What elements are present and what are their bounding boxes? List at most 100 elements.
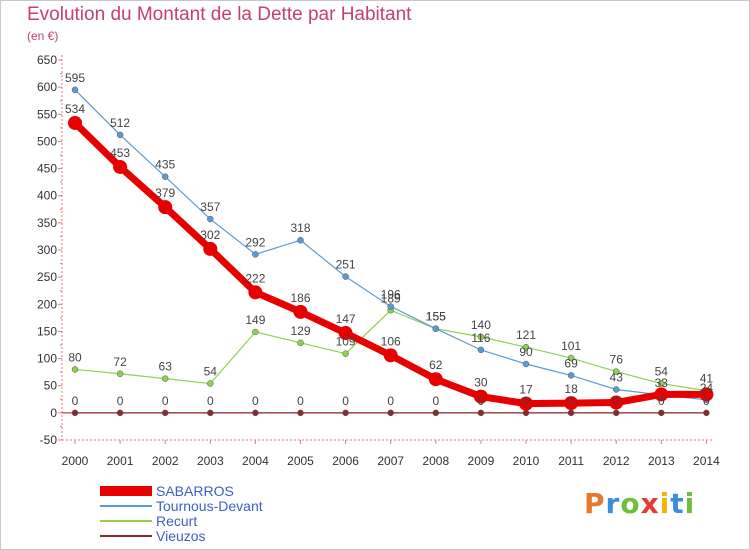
data-point: [342, 350, 349, 357]
data-label: 41: [700, 372, 714, 386]
data-point: [522, 409, 530, 417]
data-point: [116, 131, 124, 139]
data-label: 33: [655, 376, 669, 390]
data-point: [71, 366, 79, 373]
data-label: 251: [336, 258, 356, 272]
data-point: [71, 86, 79, 94]
data-point: [477, 409, 485, 417]
data-label: 453: [110, 146, 130, 160]
data-label: 534: [65, 102, 85, 116]
logo-letter: x: [640, 487, 660, 520]
data-label: 155: [426, 310, 446, 324]
x-tick-label: 2008: [422, 454, 449, 468]
legend-label: Tournous-Devant: [156, 498, 263, 514]
data-point: [519, 396, 533, 411]
y-tick-label: 500: [37, 134, 57, 148]
data-point: [387, 303, 394, 310]
y-tick-label: 150: [37, 324, 57, 338]
data-point: [477, 333, 485, 341]
data-label: 147: [336, 312, 356, 326]
data-point: [342, 273, 349, 280]
data-label: 116: [471, 331, 490, 345]
data-label: 155: [426, 310, 446, 324]
data-label: 435: [155, 158, 175, 172]
data-label: 0: [342, 394, 349, 408]
data-point: [297, 409, 304, 417]
data-point: [477, 346, 485, 354]
data-point: [342, 409, 349, 417]
x-tick-label: 2002: [152, 454, 179, 468]
logo-letter: i: [659, 487, 671, 520]
data-label: 379: [155, 186, 175, 200]
data-point: [161, 375, 169, 382]
y-tick-label: 300: [37, 243, 57, 257]
y-tick-label: 600: [37, 80, 57, 94]
y-tick-label: 0: [50, 406, 57, 420]
data-point: [612, 368, 620, 375]
data-point: [473, 389, 488, 404]
data-point: [432, 325, 440, 332]
legend-label: SABARROS: [156, 483, 234, 499]
legend-swatch: [100, 535, 152, 537]
data-point: [654, 387, 669, 402]
data-point: [161, 409, 169, 417]
data-label: 43: [610, 371, 624, 385]
data-label: 0: [387, 394, 394, 408]
data-point: [428, 372, 443, 387]
data-label: 0: [478, 394, 485, 408]
data-point: [567, 409, 575, 417]
data-point: [564, 396, 579, 411]
data-label: 54: [655, 365, 669, 379]
data-point: [567, 354, 575, 362]
y-tick-label: 650: [37, 53, 57, 67]
data-label: 0: [252, 394, 259, 408]
y-tick-label: 50: [44, 379, 58, 393]
data-label: 0: [432, 394, 439, 408]
y-tick-label: 200: [37, 297, 57, 311]
data-label: 54: [204, 365, 218, 379]
data-point: [293, 304, 308, 319]
data-point: [658, 409, 665, 417]
data-point: [703, 409, 710, 417]
x-tick-label: 2001: [107, 454, 134, 468]
data-label: 0: [162, 394, 169, 408]
data-point: [158, 200, 173, 215]
data-label: 69: [564, 356, 578, 370]
chart-title: Evolution du Montant de la Dette par Hab…: [27, 4, 412, 25]
data-point: [612, 409, 620, 417]
data-label: 109: [336, 335, 356, 349]
data-label: 121: [516, 328, 536, 342]
data-point: [207, 409, 214, 417]
data-point: [207, 215, 214, 223]
data-label: 0: [658, 394, 665, 408]
data-label: 186: [290, 291, 310, 305]
data-label: 0: [703, 394, 710, 408]
y-tick-label: 550: [37, 107, 57, 121]
logo-letter: o: [620, 487, 641, 520]
data-point: [203, 241, 218, 256]
data-point: [68, 115, 82, 130]
data-label: 0: [523, 394, 530, 408]
data-labels: 534 453 379 302 222 186 147 106 62 30 17 18 595 512 43…: [65, 71, 713, 408]
x-tick-label: 2013: [648, 454, 675, 468]
data-label: 0: [613, 394, 620, 408]
data-point: [522, 360, 530, 368]
data-point: [207, 380, 214, 387]
legend-label: Recurt: [156, 513, 198, 529]
data-point: [113, 159, 128, 174]
data-point: [383, 348, 398, 363]
y-tick-label: 100: [37, 352, 57, 366]
legend-swatch: [100, 520, 152, 522]
x-tick-label: 2010: [513, 454, 540, 468]
data-point: [252, 409, 259, 417]
data-label: 101: [561, 339, 581, 353]
data-point: [658, 380, 665, 387]
x-tick-label: 2014: [693, 454, 720, 468]
data-label: 140: [471, 318, 491, 332]
y-tick-label: 450: [37, 162, 57, 176]
y-tick-label: 400: [37, 189, 57, 203]
data-label: 30: [474, 376, 488, 390]
x-tick-label: 2011: [558, 454, 584, 468]
data-point: [432, 409, 440, 417]
